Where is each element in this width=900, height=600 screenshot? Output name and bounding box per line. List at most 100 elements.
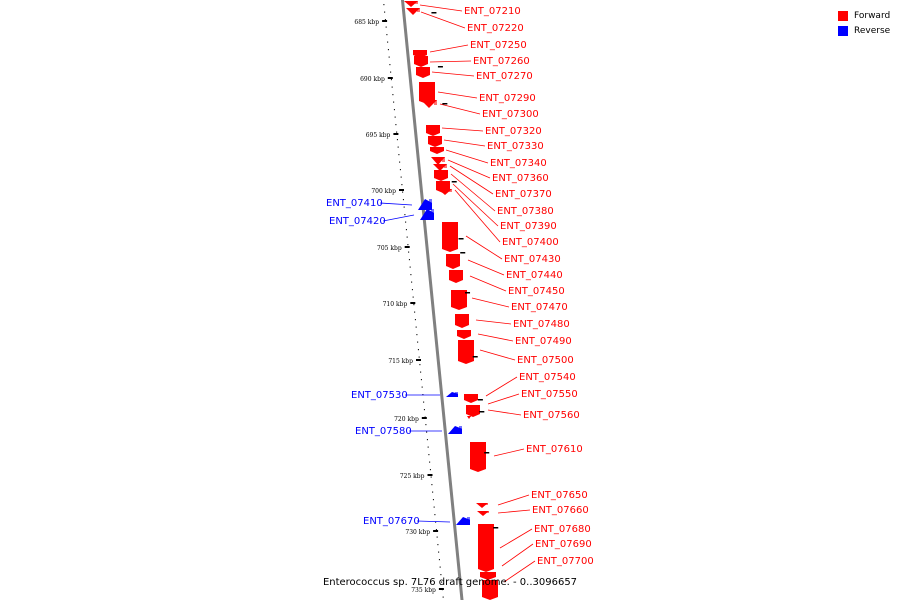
- gene-ENT_07530[interactable]: ENT_07530: [351, 390, 458, 401]
- gene-ENT_07610[interactable]: ENT_07610: [470, 442, 583, 472]
- gene-label: ENT_07550: [521, 389, 578, 400]
- gene-block: [430, 147, 444, 154]
- gene-ENT_07340[interactable]: ENT_07340: [430, 147, 547, 169]
- gene-ENT_07550[interactable]: ENT_07550: [466, 389, 578, 417]
- gene-block-shade: [486, 511, 489, 513]
- gene-block-shade: [495, 580, 498, 597]
- feature-tick: [431, 12, 437, 14]
- gene-label: ENT_07340: [490, 158, 547, 169]
- gene-label: ENT_07480: [513, 319, 570, 330]
- scale-dot: [428, 454, 430, 456]
- gene-leader-line: [443, 139, 486, 147]
- scale-dot: [411, 289, 413, 291]
- gene-leader-line: [501, 543, 534, 567]
- gene-ENT_07430[interactable]: ENT_07430: [442, 222, 561, 265]
- gene-label: ENT_07260: [473, 56, 530, 67]
- scale-dot: [423, 401, 425, 403]
- gene-ENT_07670[interactable]: ENT_07670: [363, 516, 470, 527]
- feature-tick: [493, 527, 499, 529]
- gene-label: ENT_07700: [537, 556, 594, 567]
- gene-ENT_07690[interactable]: ENT_07690: [480, 539, 592, 580]
- gene-leader-line: [437, 91, 478, 99]
- gene-ENT_07380[interactable]: ENT_07380: [434, 170, 554, 217]
- scale-dot: [419, 364, 421, 366]
- gene-ENT_07330[interactable]: ENT_07330: [428, 136, 544, 152]
- gene-block: [428, 136, 442, 147]
- gene-ENT_07420[interactable]: ENT_07420: [329, 209, 434, 227]
- gene-ENT_07480[interactable]: ENT_07480: [455, 314, 570, 330]
- gene-ENT_07400[interactable]: ENT_07400: [438, 189, 559, 248]
- gene-leader-line: [416, 520, 451, 523]
- scale-dot: [438, 551, 440, 553]
- gene-label: ENT_07390: [500, 221, 557, 232]
- gene-label: ENT_07500: [517, 355, 574, 366]
- gene-leader-line: [475, 319, 512, 325]
- gene-ENT_07650[interactable]: ENT_07650: [476, 490, 588, 508]
- gene-ENT_07300[interactable]: ENT_07300: [421, 100, 539, 120]
- scale-dot: [429, 461, 431, 463]
- scale-dot: [436, 536, 438, 538]
- strand-legend: Forward Reverse: [838, 8, 890, 38]
- gene-ENT_07580[interactable]: ENT_07580: [355, 426, 462, 437]
- gene-ENT_07260[interactable]: ENT_07260: [414, 56, 530, 67]
- gene-block-shade: [424, 50, 427, 55]
- gene-ENT_07470[interactable]: ENT_07470: [451, 290, 568, 313]
- scale-dot: [406, 236, 408, 238]
- gene-ENT_07500[interactable]: ENT_07500: [458, 340, 574, 366]
- gene-ENT_07700[interactable]: ENT_07700: [482, 556, 594, 600]
- feature-tick: [437, 66, 443, 68]
- scale-dot: [410, 274, 412, 276]
- gene-block: [416, 67, 430, 78]
- gene-block-shade: [445, 170, 448, 178]
- gene-leader-line: [503, 560, 536, 583]
- scale-dot: [432, 491, 434, 493]
- gene-block: [446, 254, 460, 269]
- scale-dot: [415, 326, 417, 328]
- gene-ENT_07490[interactable]: ENT_07490: [457, 330, 572, 347]
- gene-ENT_07410[interactable]: ENT_07410: [326, 198, 432, 210]
- scale-dot: [427, 446, 429, 448]
- gene-block-shade: [491, 524, 494, 569]
- gene-ENT_07440[interactable]: ENT_07440: [446, 254, 563, 281]
- gene-ENT_07220[interactable]: ENT_07220: [406, 8, 524, 34]
- feature-tick: [477, 399, 483, 401]
- gene-leader-line: [429, 60, 472, 63]
- gene-label: ENT_07300: [482, 109, 539, 120]
- gene-ENT_07560[interactable]: ENT_07560: [467, 409, 580, 421]
- gene-ENT_07540[interactable]: ENT_07540: [464, 372, 576, 403]
- scale-dot: [426, 439, 428, 441]
- gene-leader-line: [382, 214, 415, 222]
- gene-leader-line: [499, 528, 533, 549]
- gene-leader-line: [487, 409, 522, 416]
- gene-leader-line: [497, 494, 530, 506]
- feature-tick: [479, 411, 485, 413]
- ruler-tick: [416, 359, 421, 361]
- gene-ENT_07660[interactable]: ENT_07660: [477, 505, 589, 516]
- scale-dot: [391, 86, 393, 88]
- gene-leader-line: [477, 333, 514, 342]
- gene-leader-line: [452, 183, 499, 227]
- scale-dot: [438, 559, 440, 561]
- scale-dot: [418, 356, 420, 358]
- gene-ENT_07450[interactable]: ENT_07450: [449, 270, 565, 297]
- gene-ENT_07270[interactable]: ENT_07270: [416, 67, 533, 82]
- ruler-label: 685 kbp: [354, 19, 379, 26]
- ruler-tick: [387, 77, 393, 79]
- legend-item-forward[interactable]: Forward: [838, 8, 890, 23]
- forward-swatch-icon: [838, 10, 848, 21]
- legend-item-reverse[interactable]: Reverse: [838, 23, 890, 38]
- scale-dot: [425, 424, 427, 426]
- gene-block-shade: [466, 314, 469, 325]
- gene-ENT_07210[interactable]: ENT_07210: [404, 1, 521, 17]
- gene-ENT_07360[interactable]: ENT_07360: [431, 157, 549, 184]
- gene-ENT_07320[interactable]: ENT_07320: [426, 125, 542, 137]
- gene-block: [434, 170, 448, 181]
- scale-dot: [441, 581, 443, 583]
- gene-ENT_07290[interactable]: ENT_07290: [419, 82, 536, 104]
- gene-block-shade: [483, 442, 486, 469]
- gene-ENT_07370[interactable]: ENT_07370: [433, 164, 552, 200]
- gene-ENT_07680[interactable]: ENT_07680: [478, 524, 591, 572]
- gene-leader-line: [441, 127, 484, 132]
